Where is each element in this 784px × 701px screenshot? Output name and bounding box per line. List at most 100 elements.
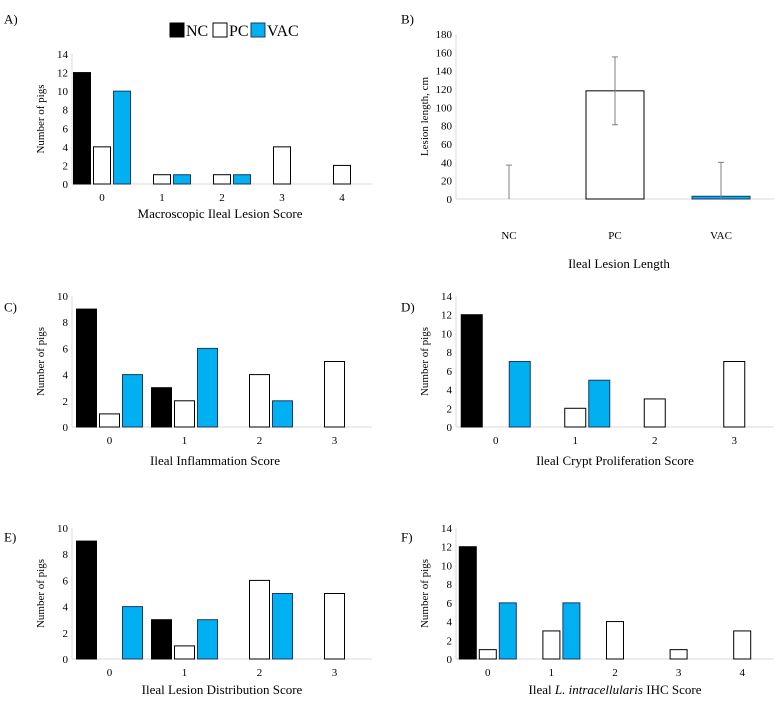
bar-vac-1 bbox=[562, 602, 581, 660]
x-tick-label: 1 bbox=[573, 435, 579, 447]
y-tick-label: 10 bbox=[57, 86, 69, 98]
x-tick-label: 0 bbox=[107, 435, 113, 447]
y-tick-label: 180 bbox=[436, 29, 453, 41]
y-axis-title: Number of pigs bbox=[35, 327, 47, 396]
bar-pc-3 bbox=[273, 146, 291, 185]
bar-pc-4 bbox=[733, 630, 752, 660]
bar-vac-0 bbox=[122, 606, 143, 660]
x-axis-title: Ileal Crypt Proliferation Score bbox=[536, 453, 694, 468]
y-axis-title: Number of pigs bbox=[419, 559, 431, 628]
bar-pc-2 bbox=[213, 174, 231, 185]
x-tick-label: 0 bbox=[107, 667, 113, 679]
y-tick-label: 12 bbox=[441, 542, 452, 554]
bar-vac-1 bbox=[197, 619, 218, 660]
y-tick-label: 8 bbox=[63, 317, 69, 329]
y-tick-label: 4 bbox=[63, 602, 69, 614]
x-axis-title: Macroscopic Ileal Lesion Score bbox=[138, 206, 303, 221]
legend-swatch-nc bbox=[169, 22, 185, 38]
y-tick-label: 14 bbox=[57, 49, 69, 61]
bar-pc-3 bbox=[669, 649, 688, 660]
x-tick-label: 3 bbox=[732, 435, 738, 447]
bar-vac-2 bbox=[272, 400, 293, 428]
y-tick-label: 12 bbox=[441, 310, 452, 322]
y-tick-label: 2 bbox=[63, 160, 69, 172]
x-axis-title: Ileal Inflammation Score bbox=[150, 453, 280, 468]
y-tick-label: 0 bbox=[447, 422, 453, 434]
legend-label-nc: NC bbox=[186, 23, 208, 40]
y-tick-label: 4 bbox=[63, 142, 69, 154]
x-axis-title-part: L. intracellularis bbox=[554, 682, 643, 697]
bar-vac-2 bbox=[272, 593, 293, 660]
x-tick-label: 0 bbox=[485, 667, 491, 679]
panel-label: B) bbox=[401, 12, 414, 27]
x-tick-label: 2 bbox=[612, 667, 618, 679]
panel-c-chart: C) 0 2 4 6 8 10 Number of pigs 0 1 2 3 Ileal Inflamm… bbox=[4, 291, 372, 468]
y-tick-label: 4 bbox=[447, 385, 453, 397]
bar-pc-2 bbox=[249, 579, 270, 660]
x-tick-label: PC bbox=[608, 230, 621, 242]
y-tick-label: 6 bbox=[63, 123, 69, 135]
x-tick-label: 1 bbox=[549, 667, 555, 679]
panel-b-chart: B) 0 20 40 60 80 100 120 140 160 180 Lesion length,… bbox=[401, 12, 774, 271]
y-tick-label: 6 bbox=[447, 366, 453, 378]
bar-vac-0 bbox=[122, 374, 143, 428]
panel-label: A) bbox=[4, 12, 18, 27]
x-tick-label: 2 bbox=[652, 435, 658, 447]
legend-swatch-pc bbox=[212, 22, 228, 38]
bar-pc-1 bbox=[542, 630, 561, 660]
y-tick-label: 6 bbox=[447, 598, 453, 610]
bar-pc-0 bbox=[478, 649, 497, 660]
y-tick-label: 0 bbox=[63, 654, 69, 666]
bar-pc-3 bbox=[324, 593, 345, 660]
y-tick-label: 140 bbox=[436, 66, 453, 78]
bar-vac-0 bbox=[113, 90, 131, 185]
bar-pc-0 bbox=[93, 146, 111, 185]
y-tick-label: 60 bbox=[441, 139, 453, 151]
x-tick-label: 0 bbox=[493, 435, 499, 447]
panel-label: D) bbox=[401, 300, 415, 315]
y-axis-title: Number of pigs bbox=[419, 327, 431, 396]
legend: NC PC VAC bbox=[169, 22, 299, 40]
x-tick-label: 1 bbox=[182, 435, 188, 447]
bar-vac-1 bbox=[173, 174, 191, 185]
y-tick-label: 0 bbox=[447, 194, 453, 206]
y-tick-label: 120 bbox=[436, 84, 453, 96]
bar-pc-3 bbox=[324, 361, 345, 428]
y-tick-label: 4 bbox=[63, 370, 69, 382]
x-tick-label: 1 bbox=[159, 192, 165, 204]
x-axis-title-part: Ileal bbox=[529, 682, 555, 697]
y-tick-label: 0 bbox=[63, 179, 69, 191]
x-axis-title-part: IHC Score bbox=[643, 682, 702, 697]
x-tick-label: VAC bbox=[710, 230, 732, 242]
x-tick-label: 4 bbox=[739, 667, 745, 679]
y-axis-title: Number of pigs bbox=[35, 559, 47, 628]
x-tick-label: 0 bbox=[99, 192, 105, 204]
bar-nc-0 bbox=[458, 546, 477, 660]
bar-pc-2 bbox=[643, 398, 666, 428]
y-tick-label: 2 bbox=[447, 403, 453, 415]
legend-swatch-vac bbox=[250, 22, 266, 38]
x-tick-label: 3 bbox=[676, 667, 682, 679]
y-tick-label: 10 bbox=[441, 328, 453, 340]
bar-nc-0 bbox=[76, 308, 97, 428]
x-tick-label: 1 bbox=[182, 667, 188, 679]
y-tick-label: 6 bbox=[63, 343, 69, 355]
x-tick-label: 2 bbox=[219, 192, 225, 204]
bar-nc-0 bbox=[76, 540, 97, 660]
x-tick-label: 3 bbox=[279, 192, 285, 204]
bar-pc-3 bbox=[723, 361, 746, 428]
y-axis-title: Number of pigs bbox=[35, 84, 47, 153]
bar-vac-1 bbox=[588, 379, 611, 428]
bar-pc-1 bbox=[174, 645, 195, 660]
bar-pc-0 bbox=[99, 413, 120, 428]
x-axis-title: Ileal L. intracellularis IHC Score bbox=[529, 682, 702, 697]
y-tick-label: 0 bbox=[63, 422, 69, 434]
y-tick-label: 2 bbox=[63, 396, 69, 408]
y-tick-label: 10 bbox=[57, 291, 69, 303]
bar-nc-0 bbox=[460, 314, 483, 428]
bar-pc-2 bbox=[249, 374, 270, 428]
